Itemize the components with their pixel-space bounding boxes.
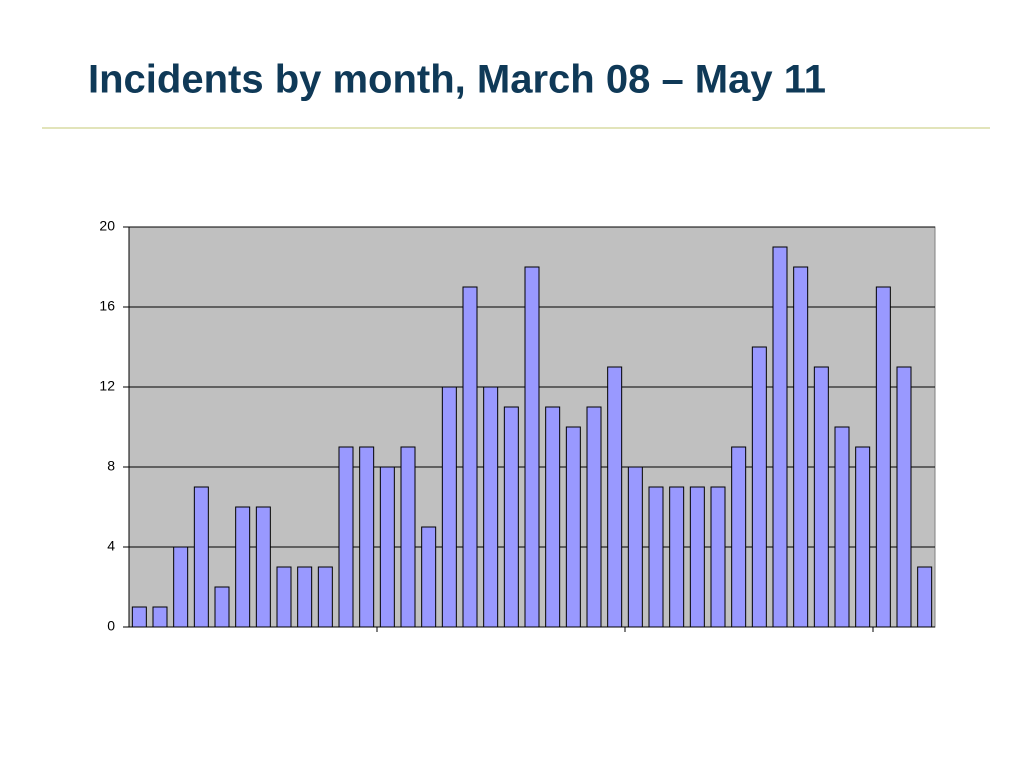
bar (524, 266, 540, 628)
bar (689, 486, 705, 628)
bar (772, 246, 788, 628)
bar (751, 346, 767, 628)
bar (834, 426, 850, 628)
bar (462, 286, 478, 628)
bar (359, 446, 375, 628)
bar (441, 386, 457, 628)
bar (131, 606, 147, 628)
bar (875, 286, 891, 628)
bar (276, 566, 292, 628)
bar (421, 526, 437, 628)
bar (710, 486, 726, 628)
bar (793, 266, 809, 628)
bar (607, 366, 623, 628)
y-tick-label: 0 (107, 618, 115, 634)
bar (669, 486, 685, 628)
y-tick-label: 8 (107, 458, 115, 474)
bar (731, 446, 747, 628)
bar (255, 506, 271, 628)
bar (813, 366, 829, 628)
y-tick-label: 4 (107, 538, 115, 554)
y-tick-label: 12 (99, 378, 115, 394)
bar (855, 446, 871, 628)
y-tick-label: 16 (99, 298, 115, 314)
bar (152, 606, 168, 628)
bar (896, 366, 912, 628)
bar (917, 566, 933, 628)
bar (193, 486, 209, 628)
bar (483, 386, 499, 628)
bar (379, 466, 395, 628)
bar (338, 446, 354, 628)
bar (565, 426, 581, 628)
bar (627, 466, 643, 628)
chart-title: Incidents by month, March 08 – May 11 (88, 58, 826, 102)
y-tick-label: 20 (99, 218, 115, 234)
bar (586, 406, 602, 628)
bar (545, 406, 561, 628)
bar (297, 566, 313, 628)
bar (503, 406, 519, 628)
bar (214, 586, 230, 628)
bar (648, 486, 664, 628)
bar (235, 506, 251, 628)
bar (173, 546, 189, 628)
bar (400, 446, 416, 628)
bar (317, 566, 333, 628)
